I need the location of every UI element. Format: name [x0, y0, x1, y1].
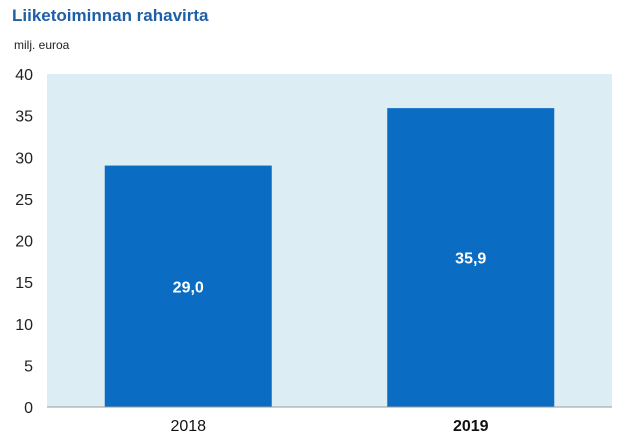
- y-tick-label: 5: [24, 358, 33, 375]
- unit-label: milj. euroa: [14, 38, 70, 52]
- y-tick-label: 25: [15, 192, 33, 209]
- x-tick-label-2018: 2018: [170, 418, 206, 435]
- bars: [104, 108, 555, 407]
- y-tick-label: 30: [15, 150, 33, 167]
- data-label-2019: 35,9: [455, 251, 486, 268]
- x-axis-labels: 2018 2019: [170, 418, 488, 435]
- x-tick-label-2019: 2019: [453, 418, 489, 435]
- data-labels: 29,0 35,9: [173, 251, 487, 297]
- y-tick-label: 15: [15, 275, 33, 292]
- y-tick-label: 35: [15, 109, 33, 126]
- chart-title: Liiketoiminnan rahavirta: [12, 6, 209, 25]
- y-tick-label: 10: [15, 317, 33, 334]
- bar-2018: [104, 165, 272, 407]
- y-tick-label: 40: [15, 67, 33, 84]
- y-axis-ticks: 0 5 10 15 20 25 30 35 40: [15, 67, 33, 417]
- y-tick-label: 0: [24, 400, 33, 417]
- y-tick-label: 20: [15, 234, 33, 251]
- data-label-2018: 29,0: [173, 279, 204, 296]
- bar-2019: [387, 108, 555, 407]
